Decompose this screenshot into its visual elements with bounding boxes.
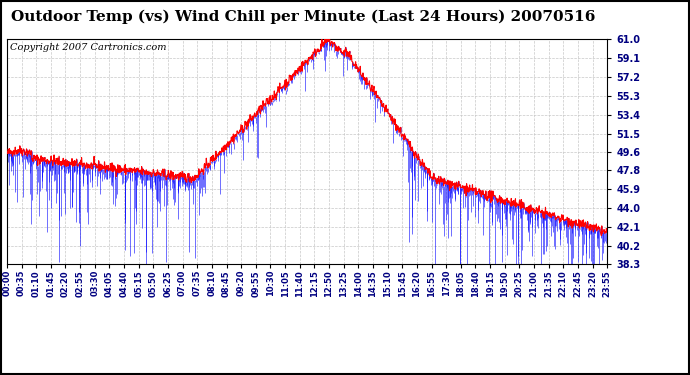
Text: Outdoor Temp (vs) Wind Chill per Minute (Last 24 Hours) 20070516: Outdoor Temp (vs) Wind Chill per Minute … [12,9,595,24]
Text: Copyright 2007 Cartronics.com: Copyright 2007 Cartronics.com [10,43,166,52]
